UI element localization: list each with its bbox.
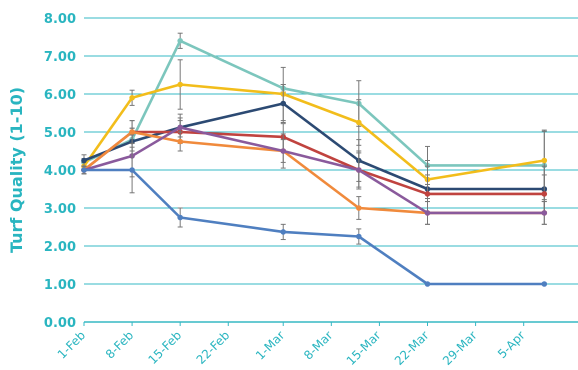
data-point — [541, 210, 548, 216]
series-line — [83, 39, 545, 167]
x-tick-label: 22-Feb — [194, 328, 233, 367]
data-point — [356, 233, 362, 240]
x-tick-label: 1-Feb — [55, 328, 88, 361]
data-point — [177, 124, 183, 131]
x-tick-label: 22-Mar — [392, 328, 432, 368]
x-tick-label: 8-Feb — [103, 328, 136, 361]
y-tick-label: 1.00 — [44, 278, 76, 293]
y-axis-title: Turf Quality (1-10) — [7, 87, 26, 253]
data-point — [424, 191, 431, 197]
data-point — [541, 157, 548, 164]
data-point — [81, 167, 87, 173]
series-2 — [81, 59, 548, 199]
y-tick-label: 8.00 — [44, 12, 76, 27]
y-tick-label: 6.00 — [44, 88, 76, 103]
gridlines — [84, 17, 578, 323]
data-point — [177, 81, 183, 88]
y-axis-ticks: 0.00 1.00 2.00 3.00 4.00 5.00 6.00 7.00 8.00 — [44, 12, 76, 331]
data-point — [177, 38, 183, 44]
y-tick-label: 4.00 — [44, 164, 76, 179]
data-point — [356, 205, 362, 211]
data-point — [424, 281, 431, 287]
data-point — [541, 281, 548, 287]
data-point — [356, 119, 362, 126]
y-tick-label: 5.00 — [44, 126, 76, 141]
x-tick-label: 5-Apr — [495, 328, 528, 361]
x-tick-label: 29-Mar — [440, 328, 480, 368]
series-group — [81, 32, 548, 287]
data-point — [81, 157, 87, 164]
x-tick-label: 1-Mar — [253, 328, 287, 362]
data-point — [129, 167, 135, 173]
y-tick-label: 0.00 — [44, 316, 76, 331]
data-point — [356, 167, 362, 173]
series-line — [83, 130, 545, 196]
data-point — [280, 148, 287, 154]
data-point — [129, 95, 135, 101]
data-point — [177, 214, 183, 221]
data-point — [280, 100, 287, 107]
data-point — [129, 129, 135, 135]
y-tick-label: 3.00 — [44, 202, 76, 217]
series-line — [83, 102, 545, 191]
series-line — [84, 168, 545, 286]
data-point — [177, 138, 183, 145]
data-point — [280, 229, 287, 235]
series-7 — [81, 146, 548, 287]
x-tick-label: 15-Feb — [146, 328, 185, 367]
x-axis-ticks: 1-Feb 8-Feb 15-Feb 22-Feb 1-Mar 8-Mar 15-Mar 22… — [55, 322, 528, 368]
x-tick-label: 8-Mar — [301, 328, 335, 362]
y-tick-label: 7.00 — [44, 50, 76, 65]
data-point — [541, 191, 548, 197]
x-tick-label: 15-Mar — [344, 328, 384, 368]
y-tick-label: 2.00 — [44, 240, 76, 255]
data-point — [424, 210, 431, 216]
